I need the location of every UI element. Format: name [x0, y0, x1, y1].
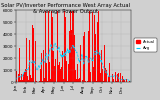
Bar [90, 72, 91, 82]
Bar [43, 50, 44, 82]
Bar [100, 73, 101, 82]
Bar [124, 80, 125, 82]
Bar [66, 61, 67, 82]
Bar [113, 79, 114, 82]
Bar [104, 75, 105, 82]
Bar [41, 53, 42, 82]
Bar [71, 30, 72, 82]
Bar [67, 81, 68, 82]
Bar [23, 74, 24, 82]
Bar [64, 11, 65, 82]
Bar [31, 78, 32, 82]
Bar [50, 79, 51, 82]
Bar [84, 32, 85, 82]
Bar [88, 31, 89, 82]
Bar [85, 81, 86, 82]
Bar [26, 38, 27, 82]
Bar [60, 69, 61, 82]
Bar [83, 36, 84, 82]
Bar [118, 73, 119, 82]
Text: Solar PV/Inverter Performance West Array Actual & Average Power Output: Solar PV/Inverter Performance West Array… [1, 3, 130, 14]
Bar [52, 17, 53, 82]
Bar [55, 59, 56, 82]
Bar [51, 11, 52, 82]
Bar [74, 35, 75, 82]
Bar [35, 41, 36, 82]
Bar [47, 81, 48, 82]
Bar [95, 34, 96, 82]
Bar [112, 74, 113, 82]
Bar [96, 81, 97, 82]
Bar [28, 80, 29, 82]
Bar [115, 72, 116, 82]
Bar [58, 65, 59, 82]
Bar [76, 79, 77, 82]
Bar [101, 50, 102, 82]
Bar [21, 74, 22, 82]
Bar [94, 15, 95, 82]
Bar [16, 71, 17, 82]
Bar [87, 11, 88, 82]
Bar [99, 37, 100, 82]
Bar [49, 62, 50, 82]
Bar [30, 75, 31, 82]
Bar [103, 81, 104, 82]
Bar [92, 69, 93, 82]
Bar [53, 51, 54, 82]
Bar [62, 51, 63, 82]
Bar [45, 80, 46, 82]
Bar [44, 78, 45, 82]
Bar [25, 69, 26, 82]
Bar [32, 25, 33, 82]
Bar [54, 66, 55, 82]
Bar [59, 62, 60, 82]
Bar [22, 80, 23, 82]
Bar [70, 11, 71, 82]
Bar [56, 52, 57, 82]
Bar [106, 70, 107, 82]
Bar [69, 31, 70, 82]
Bar [19, 48, 20, 82]
Bar [105, 68, 106, 82]
Bar [48, 11, 49, 82]
Bar [36, 81, 37, 82]
Bar [79, 78, 80, 82]
Bar [18, 74, 19, 82]
Bar [97, 22, 98, 82]
Bar [122, 76, 123, 82]
Bar [63, 79, 64, 82]
Bar [65, 17, 66, 82]
Bar [75, 50, 76, 82]
Bar [68, 73, 69, 82]
Bar [89, 11, 90, 82]
Bar [20, 80, 21, 82]
Bar [33, 80, 34, 82]
Bar [82, 80, 83, 82]
Bar [123, 79, 124, 82]
Legend: Actual, Avg: Actual, Avg [134, 38, 157, 52]
Bar [126, 79, 127, 82]
Bar [29, 40, 30, 82]
Bar [108, 76, 109, 82]
Bar [93, 67, 94, 82]
Bar [39, 81, 40, 82]
Bar [46, 63, 47, 82]
Bar [77, 64, 78, 82]
Bar [27, 76, 28, 82]
Bar [78, 79, 79, 82]
Bar [117, 74, 118, 82]
Bar [120, 74, 121, 82]
Bar [129, 81, 130, 82]
Bar [72, 11, 73, 82]
Bar [116, 80, 117, 82]
Bar [102, 69, 103, 82]
Bar [98, 11, 99, 82]
Bar [40, 69, 41, 82]
Bar [61, 67, 62, 82]
Bar [24, 72, 25, 82]
Bar [109, 64, 110, 82]
Bar [73, 11, 74, 82]
